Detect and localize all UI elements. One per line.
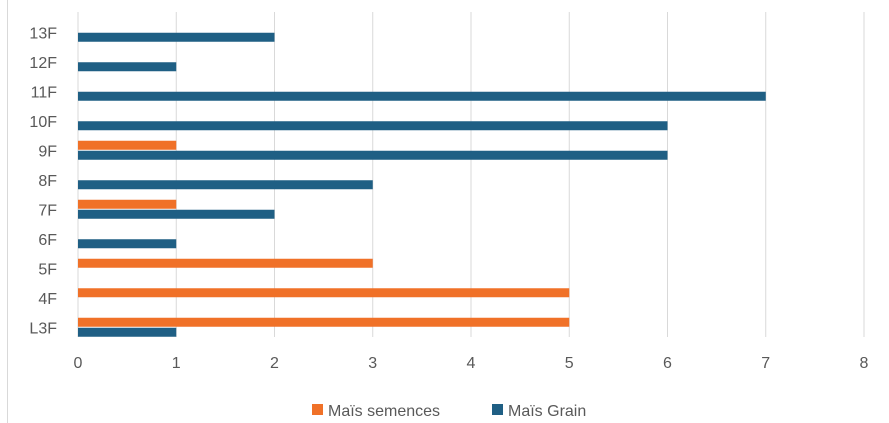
bar-mais-semences — [78, 258, 373, 268]
bar-mais-grain — [78, 32, 275, 42]
y-tick-label: 10F — [29, 114, 57, 131]
x-tick-label: 2 — [270, 355, 279, 372]
bar-mais-semences — [78, 140, 177, 150]
y-tick-label: 9F — [38, 143, 57, 160]
y-tick-label: 4F — [38, 291, 57, 308]
x-tick-label: 6 — [663, 355, 672, 372]
bar-mais-semences — [78, 288, 570, 298]
bar-mais-grain — [78, 209, 275, 219]
x-tick-label: 4 — [467, 355, 476, 372]
y-tick-label: 5F — [38, 261, 57, 278]
y-tick-label: L3F — [29, 320, 57, 337]
legend-swatch-mais-semences — [312, 404, 323, 415]
x-tick-label: 3 — [368, 355, 377, 372]
y-tick-label: 6F — [38, 232, 57, 249]
bars — [78, 32, 766, 337]
x-axis-labels: 0 1 2 3 4 5 6 7 8 — [74, 355, 869, 372]
legend-label-mais-semences: Maïs semences — [328, 403, 440, 420]
bar-mais-semences — [78, 199, 177, 209]
bar-mais-grain — [78, 91, 766, 101]
x-tick-label: 5 — [565, 355, 574, 372]
x-tick-label: 0 — [74, 355, 83, 372]
bar-mais-grain — [78, 62, 177, 72]
bar-mais-grain — [78, 239, 177, 249]
bar-mais-grain — [78, 121, 668, 131]
bar-mais-grain — [78, 327, 177, 337]
legend-label-mais-grain: Maïs Grain — [508, 403, 586, 420]
y-tick-label: 11F — [31, 84, 58, 101]
y-tick-label: 7F — [38, 202, 57, 219]
x-tick-label: 8 — [860, 355, 869, 372]
bar-mais-grain — [78, 180, 373, 190]
legend: Maïs semences Maïs Grain — [312, 403, 586, 420]
x-tick-label: 7 — [761, 355, 770, 372]
y-axis-labels: L3F 4F 5F 6F 7F 8F 9F 10F 11F 12F 13F — [29, 25, 57, 337]
y-tick-label: 8F — [38, 173, 57, 190]
x-tick-label: 1 — [172, 355, 181, 372]
bar-mais-semences — [78, 317, 570, 327]
legend-swatch-mais-grain — [492, 404, 503, 415]
bar-mais-grain — [78, 150, 668, 160]
y-tick-label: 12F — [29, 55, 57, 72]
y-tick-label: 13F — [29, 25, 57, 42]
